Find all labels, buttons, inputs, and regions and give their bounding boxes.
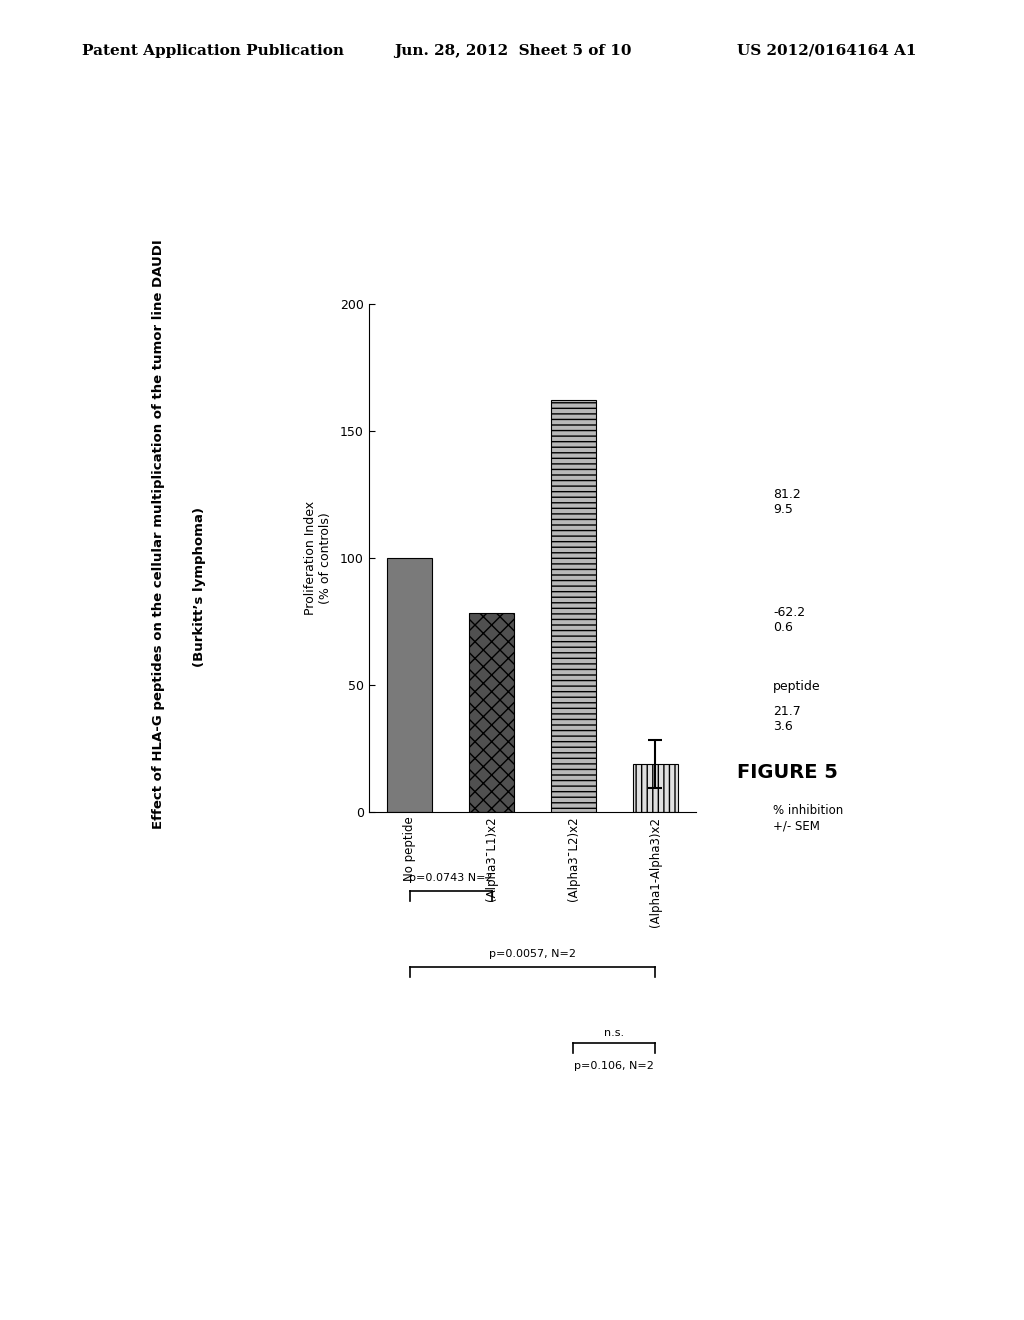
Bar [633, 764, 678, 812]
Text: n.s.: n.s. [604, 1028, 625, 1038]
Text: 81.2
9.5: 81.2 9.5 [773, 487, 801, 516]
Text: 21.7
3.6: 21.7 3.6 [773, 705, 801, 734]
Text: p=0.0057, N=2: p=0.0057, N=2 [489, 949, 575, 960]
Y-axis label: Proliferation Index
(% of controls): Proliferation Index (% of controls) [303, 500, 332, 615]
Text: -62.2
0.6: -62.2 0.6 [773, 606, 805, 635]
Text: US 2012/0164164 A1: US 2012/0164164 A1 [737, 44, 916, 58]
Text: (Burkitt’s lymphoma): (Burkitt’s lymphoma) [194, 507, 206, 668]
Text: p=0.0743 N=2: p=0.0743 N=2 [409, 873, 493, 883]
Text: Patent Application Publication: Patent Application Publication [82, 44, 344, 58]
Text: Jun. 28, 2012  Sheet 5 of 10: Jun. 28, 2012 Sheet 5 of 10 [394, 44, 632, 58]
Text: FIGURE 5: FIGURE 5 [737, 763, 839, 781]
Bar [469, 612, 514, 812]
Text: peptide: peptide [773, 680, 821, 693]
Text: p=0.106, N=2: p=0.106, N=2 [574, 1061, 654, 1071]
Bar [551, 400, 596, 812]
Bar [387, 557, 432, 812]
Text: Effect of HLA-G peptides on the cellular multiplication of the tumor line DAUDI: Effect of HLA-G peptides on the cellular… [153, 240, 165, 829]
Text: % inhibition
+/- SEM: % inhibition +/- SEM [773, 804, 844, 833]
